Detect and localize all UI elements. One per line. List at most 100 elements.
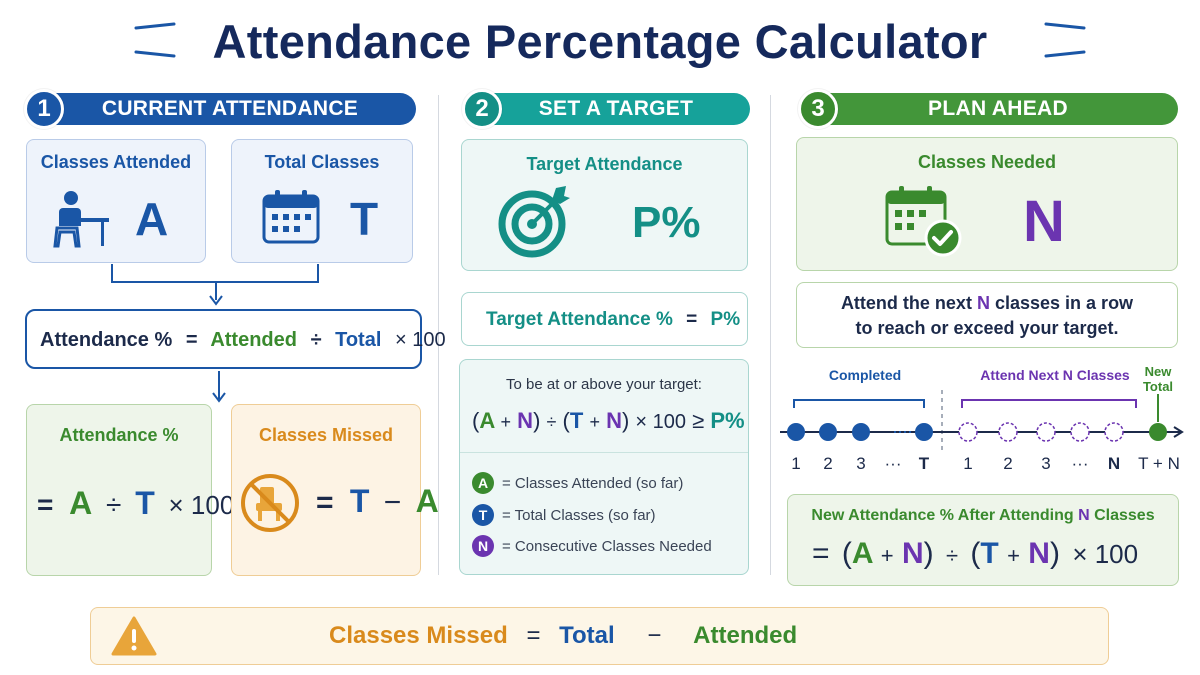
section-header-current: CURRENT ATTENDANCE [44,93,416,125]
column-separator [770,95,771,575]
timeline-completed-label: Completed [828,367,902,383]
timeline-tick: 3 [1041,454,1051,473]
timeline-dot-completed [852,423,870,441]
formula-mul: × 100 [394,329,446,351]
card-label: Attendance % [59,425,179,445]
timeline-dot-completed [819,423,837,441]
legend-chip: N [472,535,494,557]
plus: + [880,543,894,568]
timeline-tick: ··· [1071,454,1089,473]
total-classes-card: Total Classes T [231,139,413,263]
timeline-tick: 2 [1003,454,1013,473]
new-total-line: Total [1142,379,1174,394]
classes-attended-card: Classes Attended A [26,139,206,263]
timeline-tick: N [1107,454,1121,473]
symbol-a: A [69,485,93,521]
advice-n: N [976,293,990,313]
paren: ( [472,408,480,433]
label-n: N [1078,507,1090,524]
legend-chip: T [472,504,494,526]
section-header-target: SET A TARGET [482,93,750,125]
advice-text: classes in a row [994,293,1134,313]
eq: = [316,486,334,519]
formula-lhs: Attendance % [40,329,173,351]
timeline-tick: T [918,454,930,473]
classes-needed-card: Classes Needed N [796,137,1178,271]
legend-text: = Consecutive Classes Needed [502,537,712,555]
timeline-tick: ··· [884,454,902,473]
left-accent-lines-icon [134,22,176,58]
banner-total: Total [559,622,615,649]
formula-div: ÷ [310,329,322,351]
page-title: Attendance Percentage Calculator [212,15,988,68]
label-text: Classes [1094,507,1155,524]
section-label: PLAN AHEAD [928,97,1068,120]
symbol-t: T [980,537,999,570]
timeline-dot-next [958,422,978,442]
timeline-dot-completed [787,423,805,441]
down-arrow-icon [212,371,226,403]
section-header-plan: PLAN AHEAD [818,93,1178,125]
advice-line-1: Attend the next N classes in a row [797,293,1177,314]
legend-text: = Classes Attended (so far) [502,474,684,492]
formula-eq: = [686,309,698,330]
symbol-n: N [1028,537,1050,570]
student-at-desk-icon [53,191,109,248]
calendar-icon [262,190,320,244]
timeline-dot-new-total [1149,423,1167,441]
paren: ) [1049,537,1060,570]
label-text: New Attendance % After Attending [811,507,1074,524]
minus: − [383,486,402,519]
symbol-a: A [851,537,873,570]
symbol-p: P% [710,408,745,433]
target-formula-box: Target Attendance % = P% [461,292,748,346]
section-number-badge: 1 [24,89,64,129]
legend-item-n: N = Consecutive Classes Needed [472,535,712,557]
legend-text: = Total Classes (so far) [502,506,656,524]
timeline-dot-completed [915,423,933,441]
legend-chip: A [472,472,494,494]
symbol-a: A [479,408,495,433]
card-label: Classes Needed [917,152,1057,172]
warning-icon [111,616,157,656]
eq: = [812,537,830,570]
classes-missed-card: Classes Missed = T − A [231,404,439,576]
ge: ≥ [692,408,705,433]
plus: + [1007,543,1020,568]
div: ÷ [106,489,122,520]
new-attendance-card: New Attendance % After Attending N Class… [787,494,1179,586]
banner-eq: = [526,622,541,649]
symbol-t: T [569,408,584,433]
div: ÷ [546,412,557,432]
timeline-dot-next [998,422,1018,442]
section-number-badge: 2 [462,89,502,129]
symbol-a: A [415,483,439,519]
section-label: CURRENT ATTENDANCE [101,97,359,120]
connector-bracket [111,264,319,306]
plus: + [589,412,600,432]
card-label: Total Classes [264,152,380,172]
mul: × 100 [1072,539,1139,569]
no-chair-icon [241,474,299,532]
calendar-check-icon [885,186,962,257]
formula-attended: Attended [210,329,297,351]
formula-eq: = [185,329,198,351]
formula-total: Total [335,329,382,351]
new-total-line: New [1144,364,1172,379]
symbol-t: T [135,485,155,521]
needed-symbol: N [1023,189,1065,254]
paren: ) [621,408,630,433]
formula-lhs: Target Attendance % [486,309,673,330]
card-label: Target Attendance [526,154,683,174]
timeline-tick: 3 [856,454,866,473]
timeline-tick: 1 [963,454,973,473]
total-symbol: T [350,193,379,245]
card-label: Classes Missed [258,425,394,445]
advice-box: Attend the next N classes in a row to re… [796,282,1178,348]
mul: × 100 [168,490,235,520]
target-icon [498,186,570,258]
timeline-next-label: Attend Next N Classes [980,367,1130,383]
section-label: SET A TARGET [538,97,694,120]
divider [460,452,748,453]
timeline-tick: 1 [791,454,801,473]
